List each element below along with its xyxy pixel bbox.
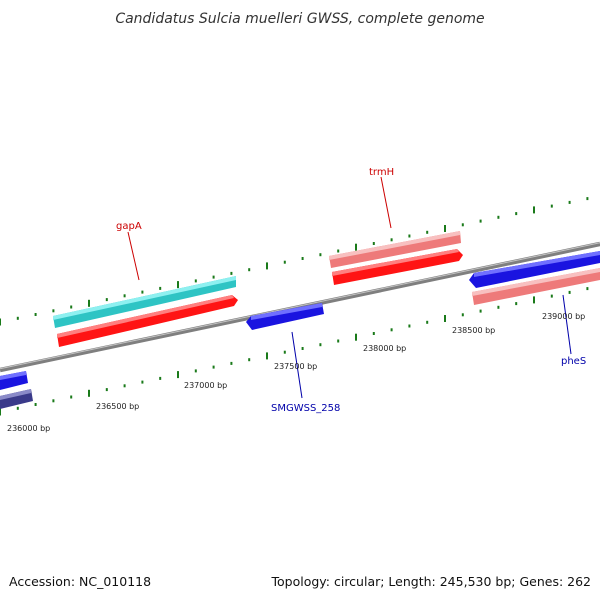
tick-label: 237000 bp	[184, 381, 227, 390]
minor-tick	[479, 309, 482, 313]
minor-tick	[461, 313, 464, 317]
minor-tick	[479, 219, 482, 223]
minor-tick	[568, 200, 571, 204]
tick-label: 236000 bp	[7, 424, 50, 433]
genome-backbone	[0, 241, 600, 373]
minor-tick	[372, 242, 375, 245]
minor-tick	[34, 403, 37, 406]
gene-label-gapa: gapA	[116, 221, 142, 232]
minor-tick	[550, 204, 553, 208]
minor-tick	[461, 223, 464, 227]
minor-tick	[390, 328, 393, 332]
gene-arrow-navy-left[interactable]	[0, 389, 33, 409]
minor-tick	[70, 305, 73, 309]
minor-tick	[52, 399, 55, 403]
major-tick	[88, 299, 90, 307]
minor-tick	[34, 313, 37, 316]
major-tick	[444, 315, 446, 322]
minor-tick	[319, 343, 322, 347]
gene-arrow-blue-left[interactable]	[0, 371, 28, 390]
minor-tick	[319, 253, 322, 257]
minor-tick	[337, 339, 340, 343]
minor-tick	[194, 369, 197, 373]
minor-tick	[426, 320, 429, 324]
major-tick	[177, 371, 179, 379]
minor-tick	[123, 384, 126, 388]
minor-tick	[141, 290, 144, 294]
gene-label-trmh: trmH	[369, 167, 394, 178]
gene-arrow-blue-phes[interactable]	[469, 251, 600, 288]
tick-marks	[0, 197, 589, 416]
minor-tick	[159, 376, 162, 380]
gene-label-phes: pheS	[561, 356, 586, 367]
gene-arrow-red-trmh[interactable]	[332, 249, 463, 285]
minor-tick	[105, 298, 108, 302]
minor-tick	[248, 358, 251, 362]
minor-tick	[301, 347, 304, 350]
tick-label: 237500 bp	[274, 362, 317, 371]
gene-label-leaders	[127, 176, 572, 399]
major-tick	[88, 389, 90, 397]
major-tick	[177, 281, 179, 289]
minor-tick	[52, 309, 55, 313]
minor-tick	[105, 388, 108, 392]
minor-tick	[515, 212, 518, 216]
genome-summary-text: Topology: circular; Length: 245,530 bp; …	[271, 574, 592, 589]
minor-tick	[497, 305, 500, 309]
gene-arrow-pink-trmh[interactable]	[329, 231, 461, 268]
tick-label: 239000 bp	[542, 312, 585, 321]
gene-arrow-blue-smgwss[interactable]	[246, 303, 324, 330]
minor-tick	[426, 230, 429, 234]
major-tick	[355, 243, 357, 251]
minor-tick	[283, 260, 286, 264]
minor-tick	[16, 316, 19, 320]
minor-tick	[408, 234, 411, 238]
major-tick	[0, 318, 1, 326]
minor-tick	[497, 215, 500, 219]
minor-tick	[159, 286, 162, 290]
minor-tick	[123, 294, 126, 298]
minor-tick	[586, 197, 589, 201]
tick-label: 236500 bp	[96, 402, 139, 411]
gene-arrow-red-gapa[interactable]	[57, 295, 238, 347]
major-tick	[355, 333, 357, 341]
major-tick	[0, 408, 1, 416]
tick-label: 238000 bp	[363, 344, 406, 353]
major-tick	[533, 206, 535, 214]
minor-tick	[194, 279, 197, 283]
minor-tick	[70, 395, 73, 399]
minor-tick	[586, 287, 589, 291]
minor-tick	[141, 380, 144, 384]
accession-text: Accession: NC_010118	[9, 574, 151, 589]
minor-tick	[248, 268, 251, 272]
minor-tick	[16, 406, 19, 410]
map-title: Candidatus Sulcia muelleri GWSS, complet…	[115, 11, 484, 27]
gene-arrow-cyan[interactable]	[53, 276, 236, 328]
minor-tick	[372, 332, 375, 335]
minor-tick	[515, 302, 518, 306]
minor-tick	[301, 257, 304, 260]
minor-tick	[283, 350, 286, 354]
minor-tick	[550, 294, 553, 298]
gene-arrow-pink-right[interactable]	[472, 268, 600, 305]
minor-tick	[337, 249, 340, 253]
major-tick	[444, 225, 446, 232]
major-tick	[266, 262, 268, 270]
major-tick	[266, 352, 268, 360]
major-tick	[533, 296, 535, 304]
minor-tick	[212, 275, 215, 279]
gene-label-smgwss: SMGWSS_258	[271, 403, 340, 414]
minor-tick	[408, 324, 411, 328]
minor-tick	[230, 271, 233, 275]
minor-tick	[212, 365, 215, 369]
tick-label: 238500 bp	[452, 326, 495, 335]
minor-tick	[390, 238, 393, 242]
gene-features	[0, 231, 600, 409]
minor-tick	[568, 290, 571, 294]
minor-tick	[230, 361, 233, 365]
